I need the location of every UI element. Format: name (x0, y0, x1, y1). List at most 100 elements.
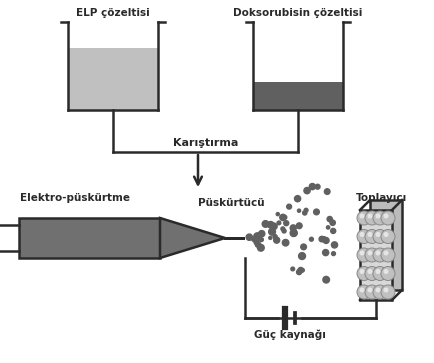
Circle shape (280, 214, 286, 221)
Circle shape (357, 229, 371, 244)
Circle shape (365, 229, 379, 244)
Circle shape (326, 226, 330, 229)
Circle shape (297, 209, 301, 212)
Circle shape (324, 189, 330, 194)
Circle shape (291, 267, 295, 271)
Text: Karıştırma: Karıştırma (173, 138, 238, 148)
Circle shape (262, 221, 269, 227)
Circle shape (314, 209, 319, 215)
Bar (19, 218, 160, 258)
Circle shape (357, 266, 371, 281)
Circle shape (290, 230, 297, 237)
Circle shape (381, 266, 395, 281)
Circle shape (365, 211, 379, 225)
Circle shape (281, 227, 285, 231)
Circle shape (368, 232, 372, 237)
Circle shape (283, 240, 289, 246)
Circle shape (375, 232, 381, 237)
Circle shape (381, 285, 395, 299)
Circle shape (359, 269, 365, 274)
Circle shape (375, 287, 381, 293)
Circle shape (332, 252, 335, 256)
Circle shape (283, 215, 287, 219)
Circle shape (291, 230, 297, 236)
Bar (360, 210, 392, 300)
Circle shape (384, 213, 388, 219)
Circle shape (282, 229, 286, 233)
Circle shape (287, 204, 292, 209)
Polygon shape (370, 200, 402, 290)
Bar (19, 220, 160, 256)
Circle shape (357, 211, 371, 225)
Circle shape (309, 237, 313, 241)
Bar (68, 48, 158, 110)
Polygon shape (160, 218, 225, 258)
Circle shape (375, 269, 381, 274)
Circle shape (269, 236, 272, 240)
Circle shape (373, 211, 387, 225)
Circle shape (254, 240, 259, 245)
Circle shape (301, 244, 306, 250)
Circle shape (254, 233, 261, 240)
Circle shape (359, 250, 365, 256)
Circle shape (373, 266, 387, 281)
Circle shape (259, 231, 265, 237)
Circle shape (267, 221, 274, 228)
Circle shape (368, 213, 372, 219)
Circle shape (375, 213, 381, 219)
Circle shape (327, 216, 332, 222)
Circle shape (332, 242, 338, 248)
Circle shape (273, 234, 277, 238)
Text: Güç kaynağı: Güç kaynağı (254, 330, 326, 340)
Circle shape (359, 287, 365, 293)
Circle shape (319, 236, 325, 242)
Circle shape (357, 248, 371, 262)
Circle shape (276, 213, 279, 216)
Text: Püskürtücü: Püskürtücü (198, 198, 265, 208)
Circle shape (359, 213, 365, 219)
Circle shape (373, 285, 387, 299)
Circle shape (322, 249, 329, 256)
Circle shape (359, 232, 365, 237)
Circle shape (302, 211, 307, 215)
Circle shape (260, 238, 263, 241)
Circle shape (271, 223, 277, 229)
Circle shape (284, 221, 289, 226)
Circle shape (304, 188, 310, 194)
Circle shape (323, 276, 329, 283)
Circle shape (381, 211, 395, 225)
Circle shape (257, 244, 264, 251)
Circle shape (295, 196, 301, 202)
Circle shape (384, 269, 388, 274)
Circle shape (331, 228, 336, 233)
Circle shape (368, 287, 372, 293)
Circle shape (255, 242, 261, 247)
Circle shape (269, 228, 276, 235)
Circle shape (368, 269, 372, 274)
Circle shape (309, 183, 316, 190)
Circle shape (323, 237, 329, 244)
Circle shape (365, 266, 379, 281)
Circle shape (296, 223, 302, 229)
Circle shape (322, 237, 326, 241)
Circle shape (330, 220, 335, 225)
Circle shape (365, 285, 379, 299)
Text: ELP çözeltisi: ELP çözeltisi (76, 8, 150, 18)
Circle shape (298, 268, 303, 273)
Circle shape (299, 253, 306, 260)
Circle shape (357, 285, 371, 299)
Text: Elektro-püskürtme: Elektro-püskürtme (20, 193, 130, 203)
Circle shape (274, 237, 279, 243)
Circle shape (384, 287, 388, 293)
Circle shape (301, 269, 304, 272)
Circle shape (381, 248, 395, 262)
Circle shape (277, 221, 281, 225)
Circle shape (375, 250, 381, 256)
Circle shape (381, 229, 395, 244)
Circle shape (384, 250, 388, 256)
Circle shape (246, 234, 253, 240)
Text: Doksorubisin çözeltisi: Doksorubisin çözeltisi (233, 8, 363, 18)
Circle shape (365, 248, 379, 262)
Bar (253, 82, 343, 110)
Circle shape (296, 270, 302, 275)
